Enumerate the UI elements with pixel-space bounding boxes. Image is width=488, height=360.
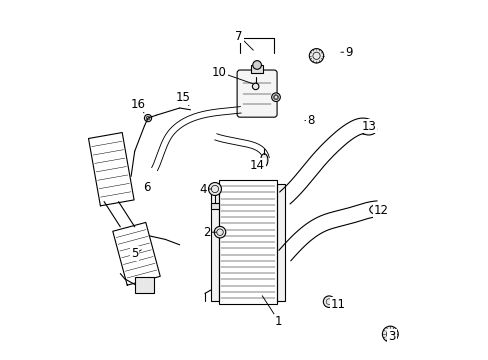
Text: 7: 7: [235, 30, 243, 42]
Text: 8: 8: [307, 114, 314, 127]
Polygon shape: [214, 134, 269, 159]
Circle shape: [271, 93, 280, 102]
Bar: [134, 277, 154, 293]
Bar: [219, 180, 276, 304]
Text: 14: 14: [249, 159, 264, 172]
Text: 4: 4: [199, 183, 206, 195]
FancyBboxPatch shape: [237, 70, 277, 117]
Polygon shape: [279, 118, 372, 204]
Circle shape: [252, 60, 261, 69]
Circle shape: [309, 49, 323, 63]
Text: 3: 3: [387, 330, 395, 343]
Circle shape: [382, 326, 397, 342]
Text: 5: 5: [131, 247, 138, 260]
Text: 13: 13: [361, 120, 375, 132]
Circle shape: [252, 83, 258, 90]
Text: 9: 9: [345, 46, 352, 59]
Text: 16: 16: [130, 98, 145, 111]
Ellipse shape: [369, 204, 385, 215]
Text: 12: 12: [373, 204, 388, 217]
Text: 10: 10: [211, 66, 226, 78]
Ellipse shape: [208, 183, 221, 195]
Text: 15: 15: [176, 91, 190, 104]
Polygon shape: [278, 201, 378, 261]
Polygon shape: [151, 107, 241, 171]
Bar: [276, 184, 284, 301]
Circle shape: [144, 114, 151, 122]
Text: 6: 6: [143, 181, 151, 194]
Text: 2: 2: [203, 226, 210, 239]
Text: 1: 1: [274, 315, 282, 328]
Ellipse shape: [214, 226, 225, 238]
Ellipse shape: [360, 124, 376, 135]
Bar: [211, 184, 219, 301]
Bar: [211, 203, 218, 209]
Ellipse shape: [260, 154, 267, 167]
Bar: [251, 65, 263, 73]
Circle shape: [323, 296, 334, 307]
Text: 11: 11: [330, 298, 345, 311]
